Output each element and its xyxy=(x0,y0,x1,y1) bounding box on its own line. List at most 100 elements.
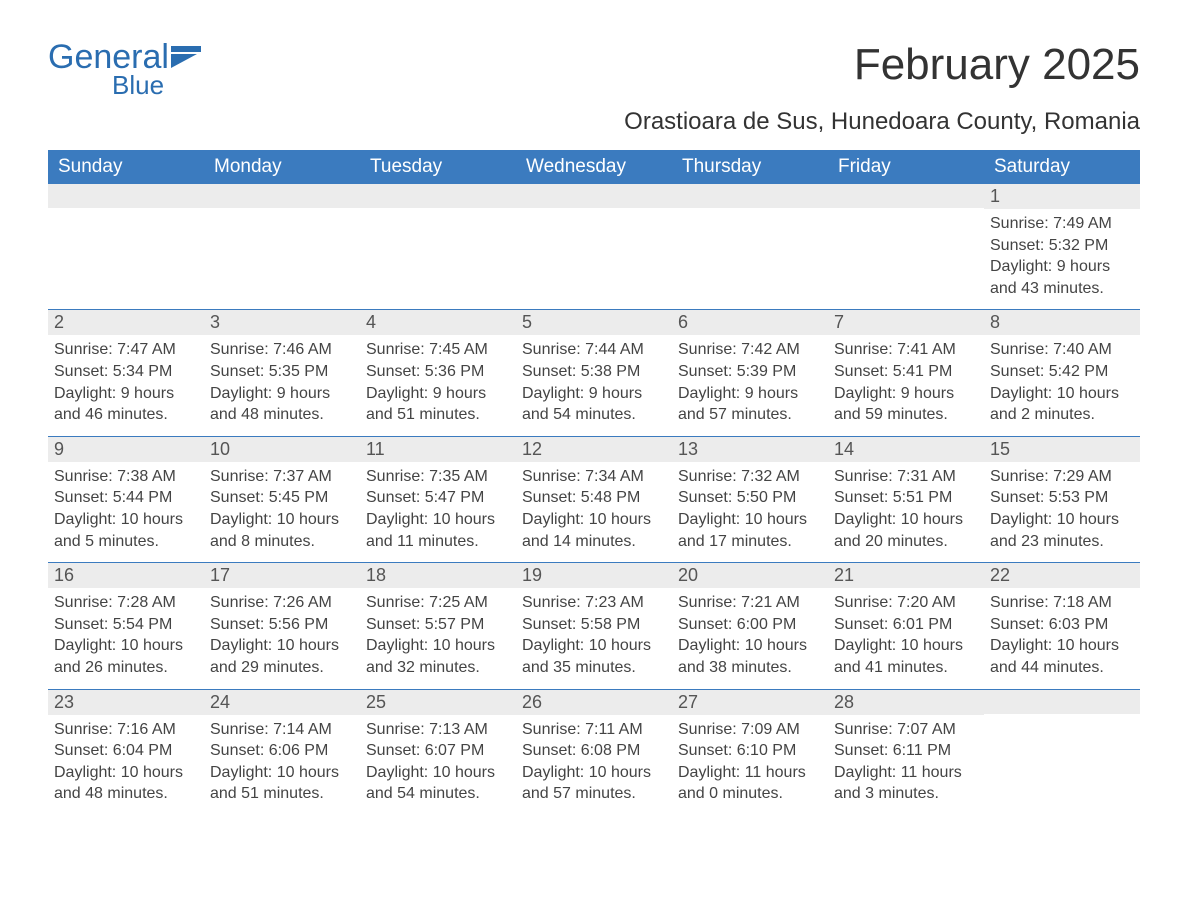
day-cell: 7Sunrise: 7:41 AMSunset: 5:41 PMDaylight… xyxy=(828,310,984,435)
day-number: 22 xyxy=(984,563,1140,588)
weeks-container: 1Sunrise: 7:49 AMSunset: 5:32 PMDaylight… xyxy=(48,184,1140,815)
day-details: Sunrise: 7:40 AMSunset: 5:42 PMDaylight:… xyxy=(990,339,1134,425)
sunset-text: Sunset: 5:56 PM xyxy=(210,614,354,636)
day-details: Sunrise: 7:44 AMSunset: 5:38 PMDaylight:… xyxy=(522,339,666,425)
daylight-text: Daylight: 10 hours and 54 minutes. xyxy=(366,762,510,805)
sunrise-text: Sunrise: 7:31 AM xyxy=(834,466,978,488)
day-cell: 8 Sunrise: 7:40 AMSunset: 5:42 PMDaylight… xyxy=(984,310,1140,435)
daylight-text: Daylight: 11 hours and 0 minutes. xyxy=(678,762,822,805)
sunrise-text: Sunrise: 7:11 AM xyxy=(522,719,666,741)
day-cell xyxy=(984,690,1140,815)
day-details: Sunrise: 7:32 AMSunset: 5:50 PMDaylight:… xyxy=(678,466,822,552)
daylight-text: Daylight: 9 hours and 48 minutes. xyxy=(210,383,354,426)
sunset-text: Sunset: 6:00 PM xyxy=(678,614,822,636)
day-number: 12 xyxy=(516,437,672,462)
daylight-text: Daylight: 10 hours and 41 minutes. xyxy=(834,635,978,678)
location-text: Orastioara de Sus, Hunedoara County, Rom… xyxy=(624,108,1140,136)
daylight-text: Daylight: 10 hours and 38 minutes. xyxy=(678,635,822,678)
daylight-text: Daylight: 9 hours and 54 minutes. xyxy=(522,383,666,426)
daylight-text: Daylight: 9 hours and 59 minutes. xyxy=(834,383,978,426)
day-details: Sunrise: 7:25 AMSunset: 5:57 PMDaylight:… xyxy=(366,592,510,678)
day-details: Sunrise: 7:28 AMSunset: 5:54 PMDaylight:… xyxy=(54,592,198,678)
week-row: 1Sunrise: 7:49 AMSunset: 5:32 PMDaylight… xyxy=(48,184,1140,309)
header: General Blue February 2025 Orastioara de… xyxy=(48,40,1140,136)
day-details: Sunrise: 7:18 AMSunset: 6:03 PMDaylight:… xyxy=(990,592,1134,678)
daylight-text: Daylight: 9 hours and 46 minutes. xyxy=(54,383,198,426)
sunrise-text: Sunrise: 7:46 AM xyxy=(210,339,354,361)
sunset-text: Sunset: 6:08 PM xyxy=(522,740,666,762)
day-cell: 22 Sunrise: 7:18 AMSunset: 6:03 PMDayligh… xyxy=(984,563,1140,688)
sunrise-text: Sunrise: 7:35 AM xyxy=(366,466,510,488)
day-cell: 18Sunrise: 7:25 AMSunset: 5:57 PMDayligh… xyxy=(360,563,516,688)
sunrise-text: Sunrise: 7:09 AM xyxy=(678,719,822,741)
day-number: 26 xyxy=(516,690,672,715)
day-details: Sunrise: 7:26 AMSunset: 5:56 PMDaylight:… xyxy=(210,592,354,678)
logo-main-text: General xyxy=(48,40,201,74)
title-block: February 2025 Orastioara de Sus, Hunedoa… xyxy=(624,40,1140,136)
sunrise-text: Sunrise: 7:26 AM xyxy=(210,592,354,614)
daylight-text: Daylight: 9 hours and 57 minutes. xyxy=(678,383,822,426)
sunset-text: Sunset: 5:50 PM xyxy=(678,487,822,509)
day-cell: 28Sunrise: 7:07 AMSunset: 6:11 PMDayligh… xyxy=(828,690,984,815)
sunrise-text: Sunrise: 7:23 AM xyxy=(522,592,666,614)
day-number xyxy=(516,184,672,208)
day-number: 15 xyxy=(984,437,1140,462)
day-cell: 15 Sunrise: 7:29 AMSunset: 5:53 PMDayligh… xyxy=(984,437,1140,562)
daylight-text: Daylight: 10 hours and 51 minutes. xyxy=(210,762,354,805)
weekday-label: Monday xyxy=(204,150,360,184)
day-details: Sunrise: 7:45 AMSunset: 5:36 PMDaylight:… xyxy=(366,339,510,425)
day-cell: 13 Sunrise: 7:32 AMSunset: 5:50 PMDayligh… xyxy=(672,437,828,562)
sunrise-text: Sunrise: 7:38 AM xyxy=(54,466,198,488)
daylight-text: Daylight: 10 hours and 57 minutes. xyxy=(522,762,666,805)
sunset-text: Sunset: 5:32 PM xyxy=(990,235,1134,257)
daylight-text: Daylight: 10 hours and 17 minutes. xyxy=(678,509,822,552)
day-cell: 20 Sunrise: 7:21 AMSunset: 6:00 PMDayligh… xyxy=(672,563,828,688)
weekday-label: Tuesday xyxy=(360,150,516,184)
day-details: Sunrise: 7:21 AMSunset: 6:00 PMDaylight:… xyxy=(678,592,822,678)
day-cell: 23Sunrise: 7:16 AMSunset: 6:04 PMDayligh… xyxy=(48,690,204,815)
day-number: 5 xyxy=(516,310,672,335)
day-number: 13 xyxy=(672,437,828,462)
daylight-text: Daylight: 10 hours and 5 minutes. xyxy=(54,509,198,552)
day-number xyxy=(984,690,1140,714)
day-cell xyxy=(828,184,984,309)
day-number: 3 xyxy=(204,310,360,335)
day-cell xyxy=(204,184,360,309)
day-number xyxy=(204,184,360,208)
daylight-text: Daylight: 10 hours and 20 minutes. xyxy=(834,509,978,552)
sunset-text: Sunset: 5:39 PM xyxy=(678,361,822,383)
week-row: 16Sunrise: 7:28 AMSunset: 5:54 PMDayligh… xyxy=(48,562,1140,688)
sunset-text: Sunset: 6:06 PM xyxy=(210,740,354,762)
sunrise-text: Sunrise: 7:47 AM xyxy=(54,339,198,361)
weekday-label: Saturday xyxy=(984,150,1140,184)
logo: General Blue xyxy=(48,40,201,101)
day-number: 20 xyxy=(672,563,828,588)
sunset-text: Sunset: 6:04 PM xyxy=(54,740,198,762)
day-number: 24 xyxy=(204,690,360,715)
day-cell: 3 Sunrise: 7:46 AMSunset: 5:35 PMDaylight… xyxy=(204,310,360,435)
day-details: Sunrise: 7:29 AMSunset: 5:53 PMDaylight:… xyxy=(990,466,1134,552)
day-cell xyxy=(48,184,204,309)
sunset-text: Sunset: 5:44 PM xyxy=(54,487,198,509)
day-details: Sunrise: 7:46 AMSunset: 5:35 PMDaylight:… xyxy=(210,339,354,425)
month-title: February 2025 xyxy=(624,40,1140,90)
day-details: Sunrise: 7:14 AMSunset: 6:06 PMDaylight:… xyxy=(210,719,354,805)
sunrise-text: Sunrise: 7:32 AM xyxy=(678,466,822,488)
day-cell: 14Sunrise: 7:31 AMSunset: 5:51 PMDayligh… xyxy=(828,437,984,562)
daylight-text: Daylight: 9 hours and 43 minutes. xyxy=(990,256,1134,299)
day-details: Sunrise: 7:13 AMSunset: 6:07 PMDaylight:… xyxy=(366,719,510,805)
day-details: Sunrise: 7:16 AMSunset: 6:04 PMDaylight:… xyxy=(54,719,198,805)
sunset-text: Sunset: 5:41 PM xyxy=(834,361,978,383)
weekday-label: Wednesday xyxy=(516,150,672,184)
sunset-text: Sunset: 5:47 PM xyxy=(366,487,510,509)
day-number: 9 xyxy=(48,437,204,462)
sunrise-text: Sunrise: 7:41 AM xyxy=(834,339,978,361)
day-cell: 17Sunrise: 7:26 AMSunset: 5:56 PMDayligh… xyxy=(204,563,360,688)
sunset-text: Sunset: 5:53 PM xyxy=(990,487,1134,509)
daylight-text: Daylight: 10 hours and 2 minutes. xyxy=(990,383,1134,426)
day-cell: 2Sunrise: 7:47 AMSunset: 5:34 PMDaylight… xyxy=(48,310,204,435)
day-number: 8 xyxy=(984,310,1140,335)
daylight-text: Daylight: 10 hours and 11 minutes. xyxy=(366,509,510,552)
day-details: Sunrise: 7:37 AMSunset: 5:45 PMDaylight:… xyxy=(210,466,354,552)
sunset-text: Sunset: 5:42 PM xyxy=(990,361,1134,383)
